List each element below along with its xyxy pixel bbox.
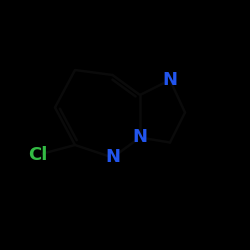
Text: N: N (162, 71, 178, 89)
Text: N: N (132, 128, 148, 146)
Text: N: N (105, 148, 120, 166)
Text: Cl: Cl (28, 146, 47, 164)
